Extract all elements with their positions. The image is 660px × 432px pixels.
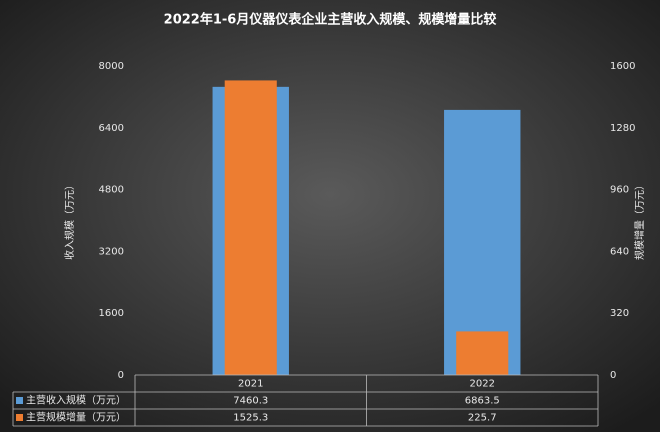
y-tick-label: 8000 [99,61,124,72]
bar [444,109,521,376]
table-value: 225.7 [468,413,497,424]
y2-tick-label: 960 [610,185,629,196]
y-tick-label: 3200 [99,246,124,257]
y-tick-label: 4800 [99,185,124,196]
x-tick-label: 2022 [470,379,495,390]
table-value: 6863.5 [465,396,500,407]
y-tick-label: 6400 [99,123,124,134]
y2-tick-label: 640 [610,246,629,257]
y2-tick-label: 320 [610,308,629,319]
y2-axis-label: 规模增量（万元） [633,180,646,260]
y2-tick-label: 0 [610,370,616,381]
legend-label: 主营收入规模（万元） [26,394,126,407]
y-tick-label: 0 [118,370,124,381]
chart-title: 2022年1-6月仪器仪表企业主营收入规模、规模增量比较 [164,12,497,28]
y-tick-label: 1600 [99,308,124,319]
y2-tick-label: 1280 [610,123,635,134]
table-value: 7460.3 [233,396,268,407]
x-tick-label: 2021 [238,379,263,390]
bar [224,80,277,375]
y-axis-label: 收入规模（万元） [63,180,76,260]
y2-tick-label: 1600 [610,61,635,72]
legend-swatch [16,414,23,421]
table-value: 1525.3 [233,413,268,424]
legend-label: 主营规模增量（万元） [26,411,126,424]
legend-swatch [16,397,23,404]
bar [456,331,509,375]
